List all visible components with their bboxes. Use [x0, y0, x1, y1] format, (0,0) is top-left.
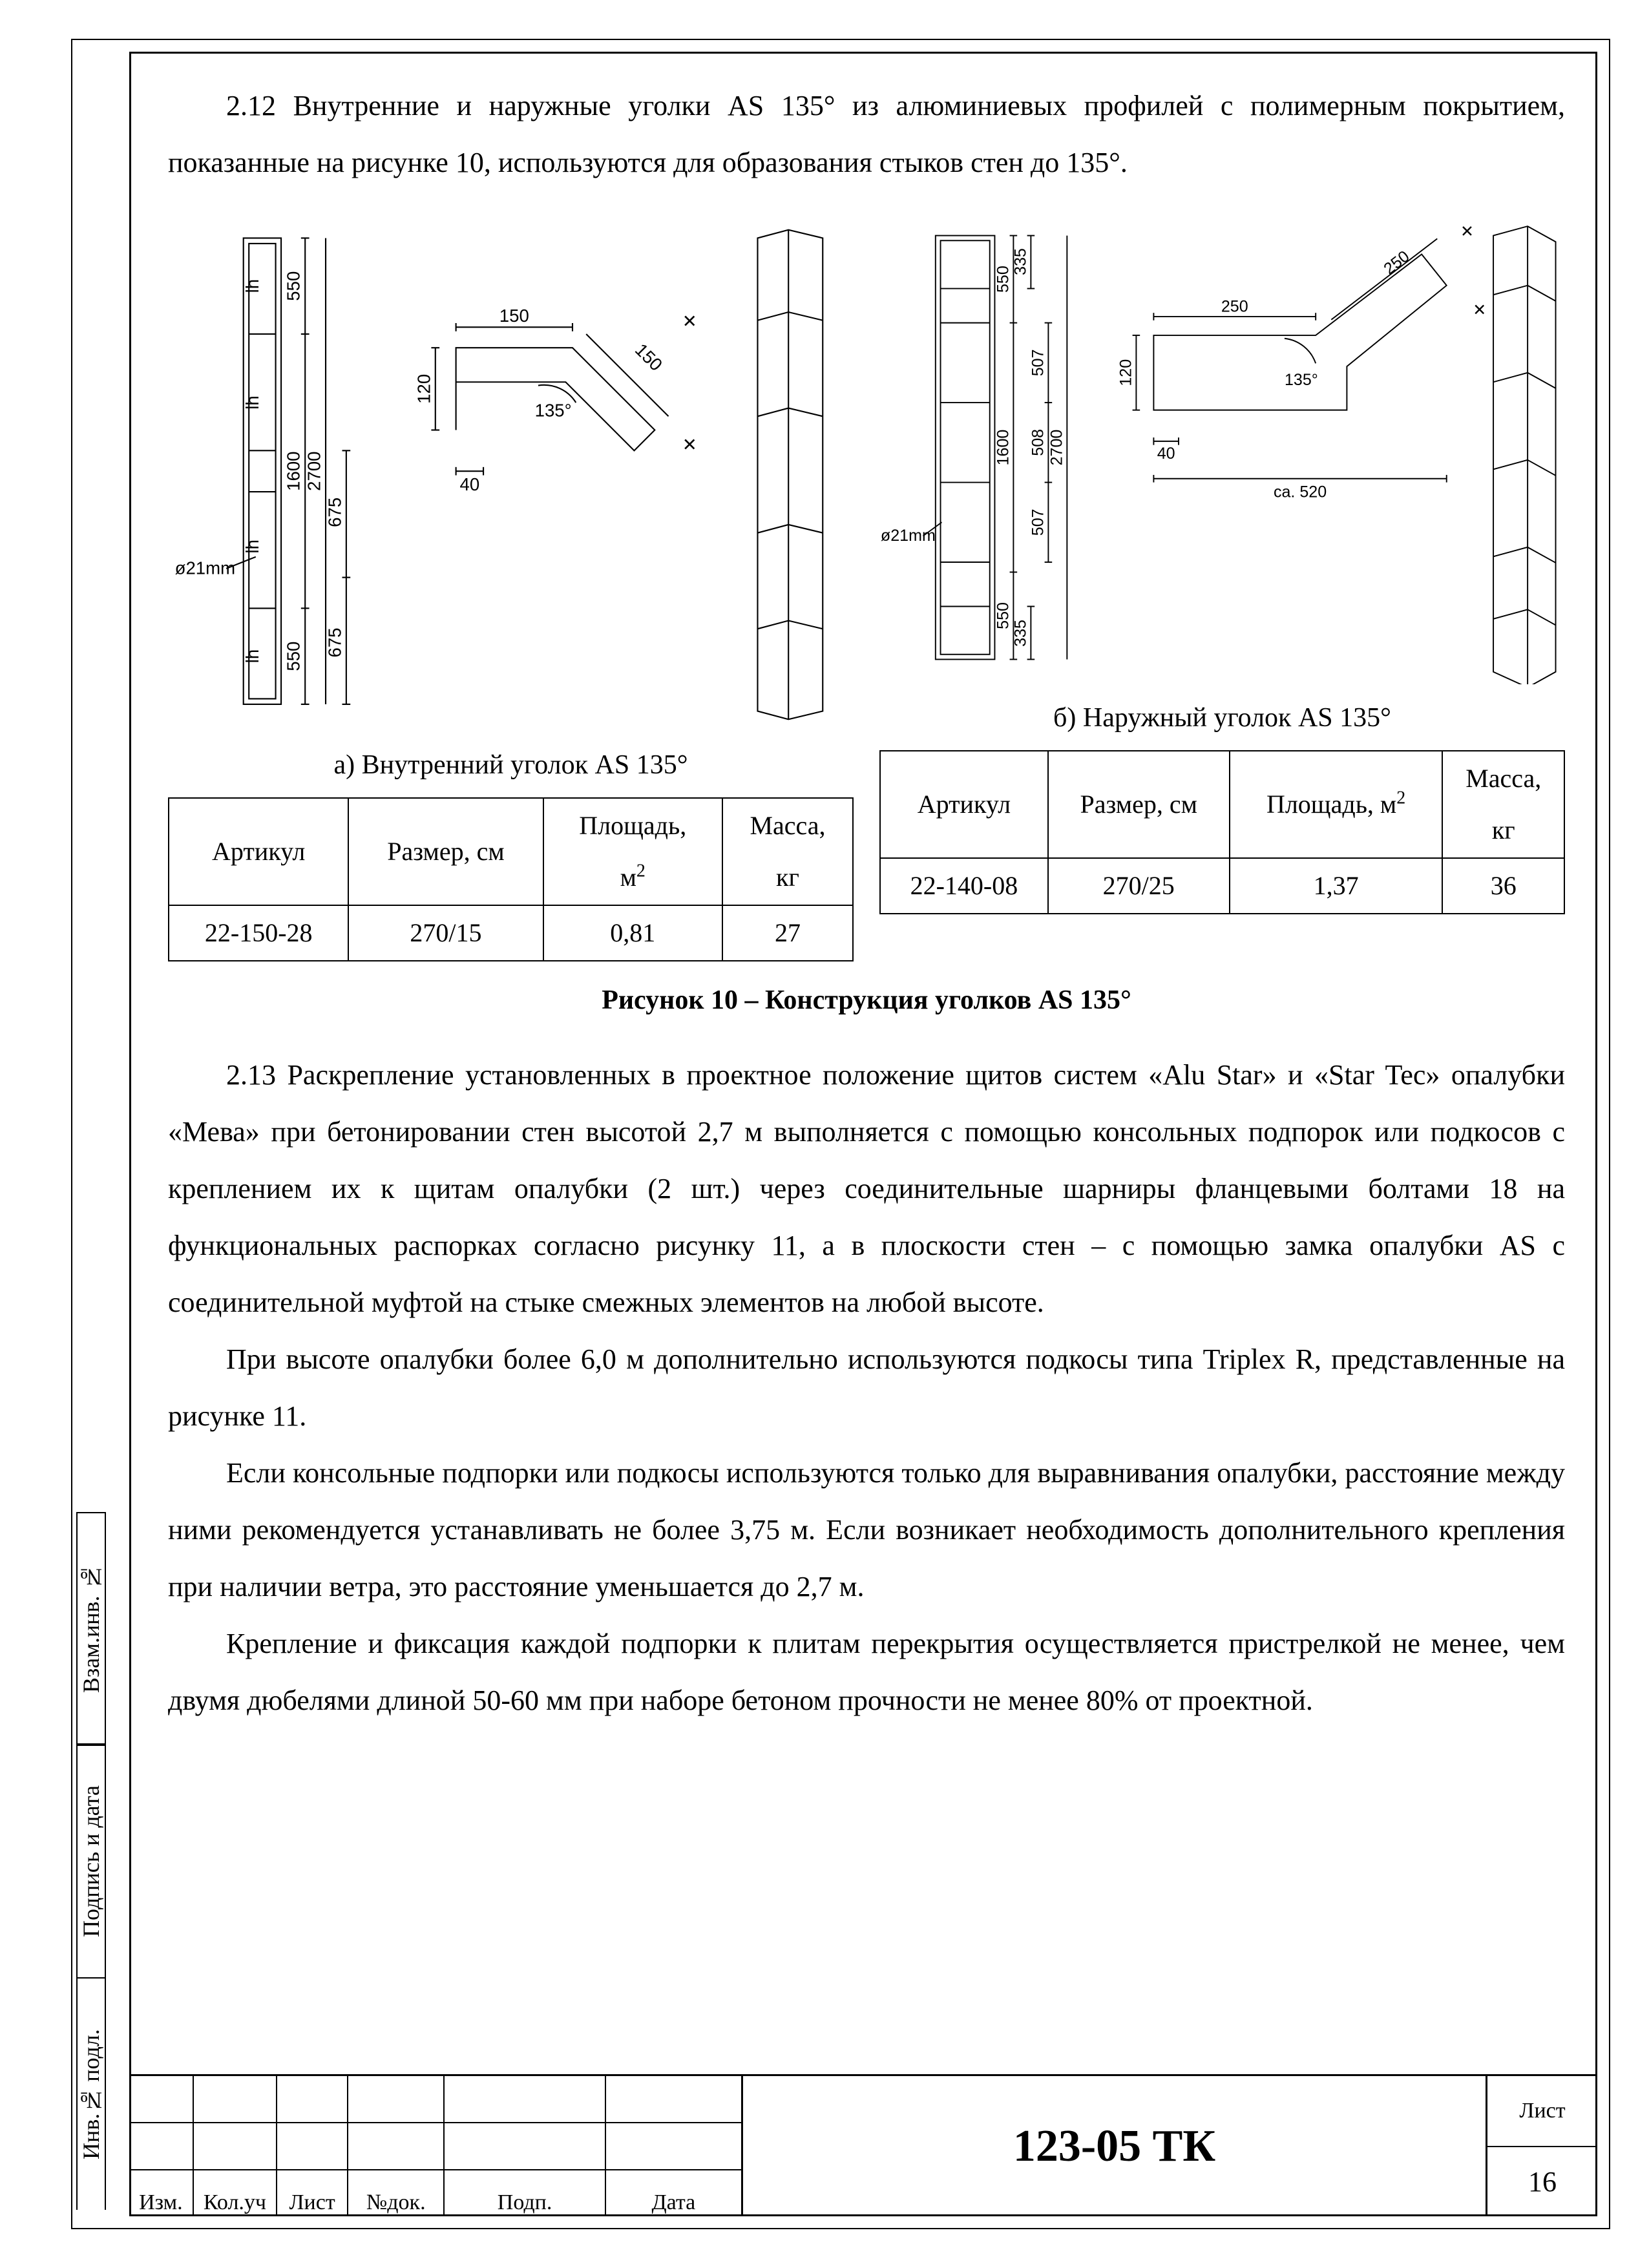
svg-text:135°: 135°	[1285, 371, 1318, 389]
paragraph-2-12: 2.12 Внутренние и наружные уголки AS 135…	[168, 78, 1565, 191]
paragraph-2-13b: При высоте опалубки более 6,0 м дополнит…	[168, 1331, 1565, 1445]
svg-text:508: 508	[1029, 429, 1047, 456]
table-row: Артикул Размер, см Площадь, м2 Масса,кг	[880, 751, 1564, 858]
side-labels: Взам.инв. № Подпись и дата Инв.№ подл.	[76, 1512, 127, 2210]
table-cell: 27	[722, 905, 853, 961]
stamp-header: Изм.	[129, 2170, 194, 2216]
svg-text:135°: 135°	[535, 400, 572, 420]
side-label-inv: Инв.№ подл.	[76, 1977, 106, 2210]
svg-text:507: 507	[1029, 349, 1047, 376]
table-cell: 1,37	[1230, 858, 1443, 914]
figure-10-left: lh lh lh lh ø21mm	[168, 211, 854, 961]
svg-text:2700: 2700	[1048, 430, 1066, 466]
content-area: 2.12 Внутренние и наружные уголки AS 135…	[168, 78, 1565, 1729]
svg-text:550: 550	[284, 271, 304, 301]
paragraph-2-13c: Если консольные подпорки или подкосы исп…	[168, 1445, 1565, 1615]
stamp-header: Лист	[277, 2170, 348, 2216]
svg-text:✕: ✕	[682, 311, 697, 331]
figure-10-left-svg: lh lh lh lh ø21mm	[168, 211, 854, 731]
table-row: 22-140-08 270/25 1,37 36	[880, 858, 1564, 914]
svg-text:1600: 1600	[994, 430, 1013, 466]
figure-10-right: ø21mm 550 1600 550	[879, 211, 1565, 961]
sheet-label: Лист	[1487, 2076, 1597, 2147]
svg-text:550: 550	[284, 642, 304, 671]
figure-10-right-svg: ø21mm 550 1600 550	[879, 211, 1565, 684]
table-header: Площадь,м2	[543, 798, 722, 905]
stamp-header: Дата	[606, 2170, 741, 2216]
svg-text:507: 507	[1029, 509, 1047, 536]
figure-10-left-label: а) Внутренний уголок AS 135°	[168, 738, 854, 792]
table-header: Размер, см	[1048, 751, 1230, 858]
table-cell: 270/15	[348, 905, 543, 961]
svg-text:lh: lh	[242, 395, 262, 409]
svg-text:2700: 2700	[304, 452, 324, 491]
table-header: Масса,кг	[722, 798, 853, 905]
svg-text:✕: ✕	[1460, 223, 1474, 241]
svg-text:ø21mm: ø21mm	[881, 527, 936, 545]
table-cell: 270/25	[1048, 858, 1230, 914]
table-cell: 22-140-08	[880, 858, 1048, 914]
svg-text:ca. 520: ca. 520	[1274, 483, 1327, 501]
figure-10-caption: Рисунок 10 – Конструкция уголков AS 135°	[168, 973, 1565, 1027]
table-cell: 0,81	[543, 905, 722, 961]
svg-text:335: 335	[1012, 620, 1030, 647]
figure-10-right-label: б) Наружный уголок AS 135°	[879, 691, 1565, 745]
side-label-vzam: Взам.инв. №	[76, 1512, 106, 1745]
svg-text:675: 675	[324, 498, 344, 527]
svg-text:1600: 1600	[284, 452, 304, 491]
table-header: Артикул	[880, 751, 1048, 858]
stamp-header: Подп.	[445, 2170, 605, 2216]
svg-text:250: 250	[1380, 247, 1413, 278]
svg-text:40: 40	[459, 474, 479, 494]
svg-text:550: 550	[994, 602, 1013, 629]
side-label-podpis: Подпись и дата	[76, 1745, 106, 1977]
sheet-box: Лист 16	[1487, 2076, 1597, 2216]
table-header: Артикул	[169, 798, 348, 905]
paragraph-2-13: 2.13 Раскрепление установленных в проект…	[168, 1047, 1565, 1331]
table-right: Артикул Размер, см Площадь, м2 Масса,кг …	[879, 750, 1565, 914]
svg-text:120: 120	[1117, 359, 1135, 386]
paragraph-2-13d: Крепление и фиксация каждой подпорки к п…	[168, 1615, 1565, 1729]
revision-stamp: Изм. Кол.уч Лист №док. Подп. Дата	[129, 2076, 743, 2216]
stamp-header: Кол.уч	[194, 2170, 278, 2216]
table-header: Площадь, м2	[1230, 751, 1443, 858]
svg-text:✕: ✕	[682, 434, 697, 454]
table-cell: 22-150-28	[169, 905, 348, 961]
sheet-number: 16	[1487, 2147, 1597, 2217]
table-row: Артикул Размер, см Площадь,м2 Масса,кг	[169, 798, 853, 905]
svg-text:✕: ✕	[1473, 301, 1486, 319]
page: 2.12 Внутренние и наружные уголки AS 135…	[0, 0, 1649, 2268]
svg-text:lh: lh	[242, 540, 262, 553]
svg-text:675: 675	[324, 627, 344, 657]
svg-text:250: 250	[1221, 297, 1248, 315]
svg-text:150: 150	[631, 339, 666, 374]
svg-text:120: 120	[414, 374, 434, 404]
table-cell: 36	[1442, 858, 1564, 914]
svg-text:550: 550	[994, 266, 1013, 293]
svg-text:335: 335	[1012, 248, 1030, 275]
table-row: 22-150-28 270/15 0,81 27	[169, 905, 853, 961]
table-left: Артикул Размер, см Площадь,м2 Масса,кг 2…	[168, 797, 854, 961]
document-number: 123-05 ТК	[743, 2076, 1487, 2216]
svg-text:lh: lh	[242, 649, 262, 663]
svg-text:40: 40	[1157, 445, 1175, 463]
table-header: Размер, см	[348, 798, 543, 905]
table-header: Масса,кг	[1442, 751, 1564, 858]
title-block: Изм. Кол.уч Лист №док. Подп. Дата 123-05…	[129, 2074, 1597, 2216]
figure-10: lh lh lh lh ø21mm	[168, 211, 1565, 961]
svg-text:lh: lh	[242, 279, 262, 293]
stamp-header: №док.	[348, 2170, 445, 2216]
svg-text:150: 150	[499, 306, 529, 326]
